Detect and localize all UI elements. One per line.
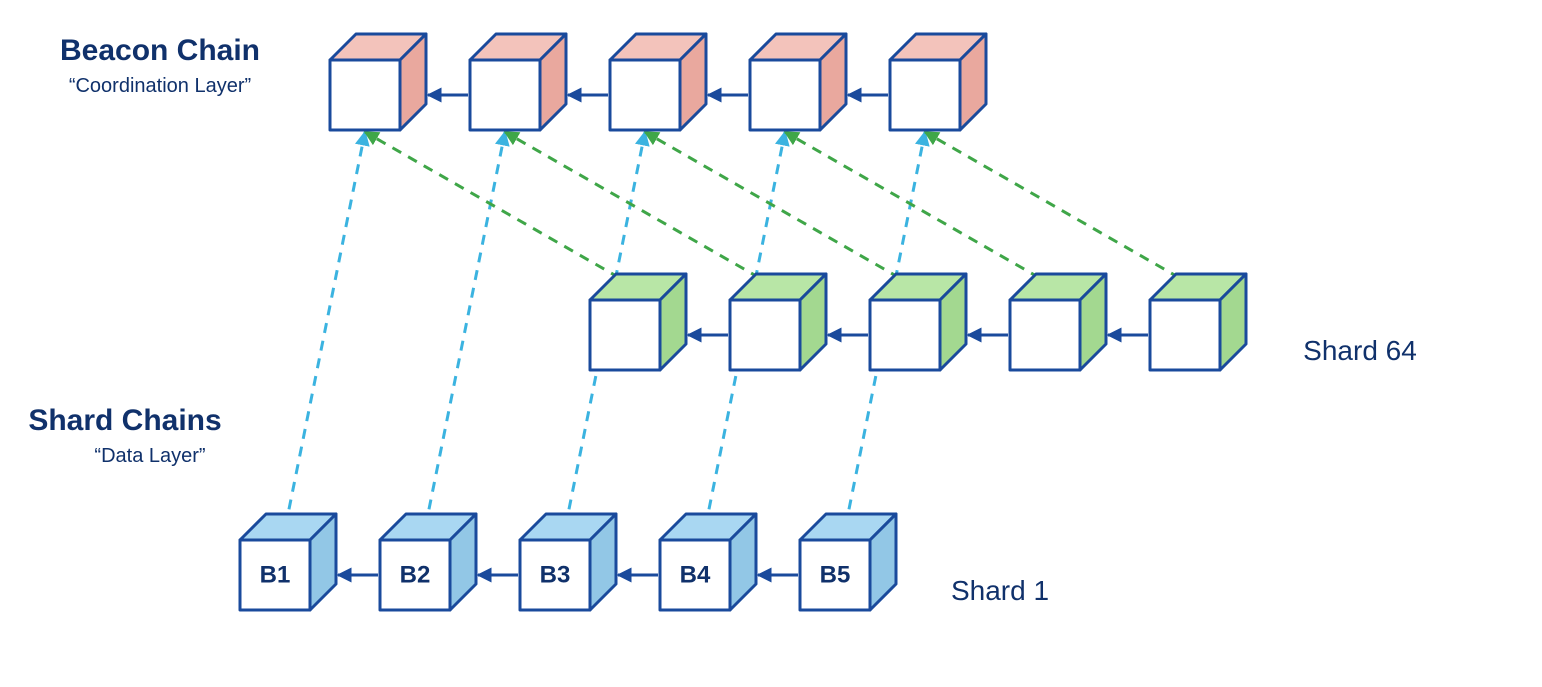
shard1-cube-4-label: B4 (680, 562, 711, 589)
shard64-cube-3 (870, 274, 966, 370)
label-shard-chains-title: Shard Chains (28, 404, 221, 437)
beacon-cube-4 (750, 34, 846, 130)
shard1-cube-2-label: B2 (400, 562, 431, 589)
shard1-cube-1: B1 (240, 514, 336, 610)
label-shard-64: Shard 64 (1303, 335, 1417, 366)
shard1-cube-5: B5 (800, 514, 896, 610)
shard64-cube-4 (1010, 274, 1106, 370)
label-beacon-sub: “Coordination Layer” (69, 75, 251, 97)
diagram-canvas: B1 B2 B3 B4 B5 Beacon Chain “Coordination Laye… (0, 0, 1542, 687)
beacon-cube-1 (330, 34, 426, 130)
beacon-cube-5 (890, 34, 986, 130)
shard64-cube-2 (730, 274, 826, 370)
shard1-cube-3-label: B3 (540, 562, 571, 589)
label-shard-chains-sub: “Data Layer” (94, 445, 205, 467)
shard1-cube-1-label: B1 (260, 562, 291, 589)
label-shard-1: Shard 1 (951, 575, 1049, 606)
shard64-cube-5 (1150, 274, 1246, 370)
shard1-cube-3: B3 (520, 514, 616, 610)
shard1-cube-2: B2 (380, 514, 476, 610)
shard64-cube-1 (590, 274, 686, 370)
shard1-cube-4: B4 (660, 514, 756, 610)
beacon-cube-2 (470, 34, 566, 130)
label-beacon-title: Beacon Chain (60, 34, 260, 67)
shard1-cube-5-label: B5 (820, 562, 851, 589)
beacon-cube-3 (610, 34, 706, 130)
